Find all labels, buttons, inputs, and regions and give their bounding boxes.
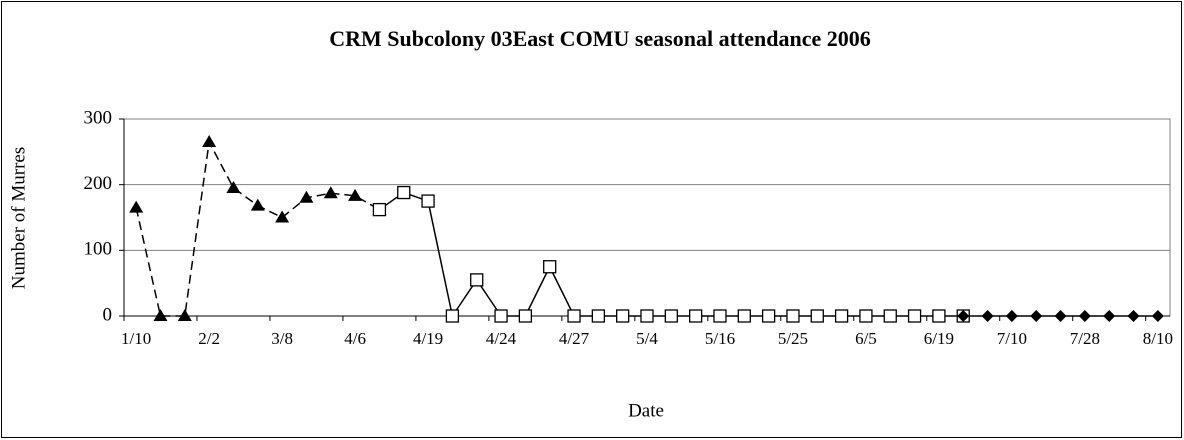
- marker-square: [567, 309, 581, 323]
- marker-triangle: [202, 134, 217, 147]
- marker-triangle: [323, 186, 338, 199]
- marker-diamond: [1151, 310, 1164, 322]
- marker-triangle: [129, 200, 144, 213]
- marker-triangle: [153, 309, 168, 321]
- plot-area: [123, 118, 1171, 317]
- marker-diamond: [1030, 310, 1043, 322]
- marker-square: [470, 273, 484, 287]
- marker-triangle: [299, 190, 314, 203]
- marker-diamond: [957, 310, 970, 322]
- marker-square: [932, 309, 946, 323]
- marker-diamond: [1127, 310, 1140, 322]
- marker-square: [397, 185, 411, 200]
- x-tick-label: 7/10: [997, 329, 1027, 348]
- marker-square: [421, 194, 435, 208]
- x-tick-label: 4/6: [344, 329, 366, 348]
- marker-square: [713, 309, 727, 323]
- marker-square: [664, 309, 678, 323]
- x-tick-label: 1/10: [121, 329, 151, 348]
- x-tick-label: 2/2: [198, 329, 220, 348]
- x-tick-label: 5/4: [636, 329, 658, 348]
- marker-square: [810, 309, 824, 323]
- marker-square: [494, 309, 508, 323]
- y-tick-label: 100: [84, 239, 113, 260]
- x-tick-label: 4/19: [413, 329, 443, 348]
- marker-square: [859, 309, 873, 323]
- marker-square: [616, 309, 630, 323]
- y-axis-label: Number of Murres: [8, 147, 29, 289]
- marker-diamond: [1005, 310, 1018, 322]
- x-tick-label: 8/10: [1143, 329, 1173, 348]
- marker-square: [640, 309, 654, 323]
- marker-triangle: [177, 309, 192, 321]
- chart-title: CRM Subcolony 03East COMU seasonal atten…: [329, 26, 870, 51]
- marker-square: [591, 309, 605, 323]
- marker-square: [445, 309, 460, 323]
- y-tick-label: 300: [84, 107, 113, 128]
- y-tick-label: 200: [84, 173, 113, 194]
- x-tick-label: 4/27: [559, 329, 590, 348]
- marker-square: [883, 309, 897, 323]
- marker-triangle: [348, 188, 363, 201]
- y-tick-label: 0: [103, 304, 113, 325]
- marker-diamond: [1078, 310, 1091, 322]
- marker-square: [518, 309, 533, 323]
- marker-square: [761, 309, 776, 323]
- marker-square: [543, 260, 557, 274]
- x-tick-label: 6/5: [855, 329, 877, 348]
- marker-square: [737, 309, 751, 323]
- marker-square: [689, 309, 703, 323]
- x-axis-label: Date: [628, 400, 664, 421]
- marker-square: [907, 309, 922, 323]
- marker-triangle: [275, 210, 290, 223]
- marker-diamond: [1054, 310, 1067, 322]
- marker-diamond: [981, 310, 994, 322]
- marker-square: [372, 202, 387, 217]
- marker-diamond: [1103, 310, 1116, 322]
- marker-square: [786, 309, 800, 323]
- marker-square: [834, 309, 849, 323]
- marker-triangle: [250, 198, 265, 211]
- x-tick-label: 5/16: [705, 329, 735, 348]
- x-tick-label: 5/25: [778, 329, 808, 348]
- x-tick-label: 6/19: [924, 329, 954, 348]
- marker-triangle: [226, 180, 241, 193]
- x-tick-label: 4/24: [486, 329, 517, 348]
- x-tick-label: 3/8: [271, 329, 293, 348]
- x-tick-label: 7/28: [1070, 329, 1100, 348]
